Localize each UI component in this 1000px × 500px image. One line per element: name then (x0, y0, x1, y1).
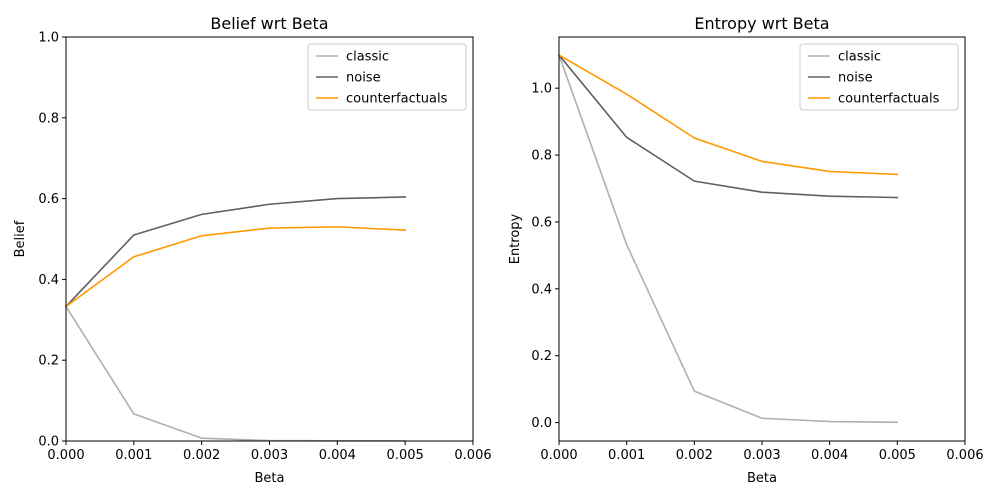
x-axis-label: Beta (255, 471, 285, 486)
x-tick-label: 0.003 (743, 448, 780, 463)
y-tick-label: 0.4 (531, 282, 552, 297)
y-tick-label: 0.8 (38, 111, 59, 126)
chart-panel-1: 0.000 0.001 0.002 0.003 0.004 0.005 0.006 0.0 0.… (13, 14, 492, 486)
legend-label-counterfactuals: counterfactuals (346, 92, 448, 107)
chart-title: Entropy wrt Beta (694, 14, 829, 33)
y-axis-label: Entropy (508, 213, 523, 264)
x-tick-label: 0.000 (540, 448, 577, 463)
legend: classic noise counterfactuals (307, 43, 467, 111)
chart-panel-2: 0.000 0.001 0.002 0.003 0.004 0.005 0.006 0.0 0.… (508, 14, 984, 486)
legend-label-noise: noise (346, 71, 381, 86)
y-tick-label: 0.4 (38, 273, 59, 288)
series-line-noise (64, 196, 406, 308)
x-tick-label: 0.001 (608, 448, 645, 463)
y-tick-label: 1.0 (38, 31, 59, 46)
y-tick-label: 0.8 (531, 149, 552, 164)
y-tick-label: 0.0 (531, 416, 552, 431)
series-line-counterfactuals (557, 53, 899, 176)
x-tick-label: 0.004 (811, 448, 848, 463)
legend-label-counterfactuals: counterfactuals (838, 92, 940, 107)
x-tick-label: 0.002 (183, 448, 220, 463)
y-axis-label: Belief (13, 220, 28, 257)
x-tick-label: 0.006 (946, 448, 983, 463)
y-tick-label: 0.2 (531, 349, 552, 364)
legend-label-classic: classic (346, 50, 389, 65)
x-tick-label: 0.004 (319, 448, 356, 463)
chart-title: Belief wrt Beta (210, 14, 328, 33)
y-tick-label: 0.6 (38, 192, 59, 207)
series-line-counterfactuals (64, 226, 407, 308)
legend-label-noise: noise (838, 71, 873, 86)
x-tick-label: 0.003 (251, 448, 288, 463)
x-tick-label: 0.002 (676, 448, 713, 463)
x-tick-label: 0.006 (454, 448, 491, 463)
x-tick-label: 0.005 (387, 448, 424, 463)
series-line-noise (557, 53, 899, 199)
x-axis-label: Beta (747, 471, 777, 486)
series-line-classic (557, 54, 899, 424)
x-tick-label: 0.001 (115, 448, 152, 463)
legend-label-classic: classic (838, 50, 881, 65)
legend: classic noise counterfactuals (799, 43, 959, 111)
y-tick-label: 0.6 (531, 215, 552, 230)
legend-box (307, 43, 467, 111)
y-tick-label: 0.2 (38, 354, 59, 369)
y-tick-label: 0.0 (38, 435, 59, 450)
legend-box (799, 43, 959, 111)
y-tick-label: 1.0 (531, 82, 552, 97)
x-tick-label: 0.005 (879, 448, 916, 463)
x-tick-label: 0.000 (47, 448, 84, 463)
